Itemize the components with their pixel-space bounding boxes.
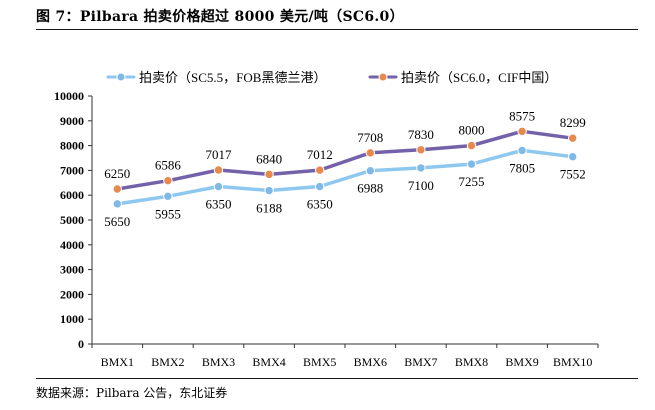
data-point-series-2 (163, 175, 173, 186)
data-label-series-2: 6586 (155, 158, 182, 173)
y-tick-label: 6000 (60, 188, 84, 202)
data-point-series-2 (315, 165, 325, 175)
data-point-series-2 (365, 148, 375, 158)
data-point-series-2 (517, 126, 527, 137)
series-line-1 (115, 148, 575, 206)
data-label-series-2: 6840 (256, 151, 282, 166)
data-point-series-2 (264, 169, 274, 180)
y-tick-label: 2000 (60, 287, 84, 301)
y-tick-label: 1000 (60, 312, 84, 326)
y-tick-label: 7000 (60, 163, 84, 177)
data-point-series-1 (264, 185, 274, 196)
data-label-series-2: 6250 (104, 166, 130, 181)
legend: 拍卖价（SC5.5，FOB黑德兰港） 拍卖价（SC6.0，CIF中国） (106, 70, 557, 85)
data-label-series-1: 5955 (155, 206, 181, 221)
x-tick-label: BMX10 (553, 355, 592, 369)
legend-marker-series-1 (116, 72, 126, 82)
x-tick-label: BMX6 (354, 355, 387, 369)
data-point-series-2 (112, 184, 123, 194)
data-label-series-1: 6350 (206, 197, 232, 212)
data-point-series-2 (568, 133, 578, 143)
data-point-series-1 (213, 181, 224, 192)
legend-label-series-2: 拍卖价（SC6.0，CIF中国） (401, 70, 557, 85)
data-point-series-2 (416, 145, 426, 155)
figure-title: 图 7：Pilbara 拍卖价格超过 8000 美元/吨（SC6.0） (36, 9, 404, 25)
x-tick-label: BMX5 (303, 355, 336, 369)
data-point-series-1 (315, 181, 325, 192)
top-rule (36, 29, 638, 30)
data-label-series-1: 6350 (307, 197, 333, 212)
x-tick-label: BMX2 (151, 355, 184, 369)
data-label-series-2: 8000 (459, 123, 485, 138)
y-tick-label: 3000 (60, 263, 84, 277)
data-label-series-2: 7017 (206, 147, 233, 162)
data-label-series-1: 7255 (459, 174, 485, 189)
data-point-series-2 (213, 165, 224, 175)
data-label-series-2: 7830 (408, 127, 434, 142)
data-label-series-2: 7012 (307, 147, 333, 162)
x-tick-label: BMX7 (404, 355, 437, 369)
data-point-series-1 (517, 145, 527, 156)
y-tick-label: 5000 (60, 213, 84, 227)
legend-label-series-1: 拍卖价（SC5.5，FOB黑德兰港） (139, 70, 326, 85)
x-tick-label: BMX8 (455, 355, 488, 369)
x-tick-label: BMX4 (252, 355, 285, 369)
y-tick-label: 10000 (54, 89, 84, 103)
data-point-series-1 (466, 159, 477, 169)
data-point-series-2 (466, 140, 477, 151)
data-label-series-2: 8575 (509, 108, 535, 123)
data-point-series-1 (365, 165, 375, 176)
source-note: 数据来源：Pilbara 公告，东北证券 (36, 386, 228, 400)
data-label-series-2: 8299 (560, 115, 586, 130)
plot-area: 5650 5955 6350 6188 6350 6988 7100 7255 7805 7552… (104, 108, 585, 229)
data-label-series-1: 7805 (509, 160, 535, 175)
series-line-2 (115, 129, 575, 191)
data-label-series-1: 6188 (256, 201, 282, 216)
data-point-series-1 (112, 199, 123, 209)
y-tick-label: 4000 (60, 238, 84, 252)
data-point-series-1 (568, 152, 578, 162)
bottom-rule (36, 378, 638, 379)
data-label-series-2: 7708 (357, 130, 383, 145)
data-point-series-1 (416, 163, 426, 173)
data-label-series-1: 6988 (357, 181, 383, 196)
data-label-series-1: 7100 (408, 178, 434, 193)
data-label-series-1: 5650 (104, 214, 130, 229)
data-label-series-1: 7552 (560, 167, 586, 182)
y-tick-label: 0 (78, 337, 84, 351)
x-tick-label: BMX9 (505, 355, 538, 369)
x-tick-label: BMX1 (101, 355, 134, 369)
y-tick-label: 9000 (60, 114, 84, 128)
y-tick-label: 8000 (60, 139, 84, 153)
data-point-series-1 (163, 191, 173, 202)
x-tick-label: BMX3 (202, 355, 235, 369)
axes: 0 1000 2000 3000 4000 5000 6000 7000 8000 9000 100… (54, 89, 599, 369)
legend-marker-series-2 (378, 72, 388, 82)
